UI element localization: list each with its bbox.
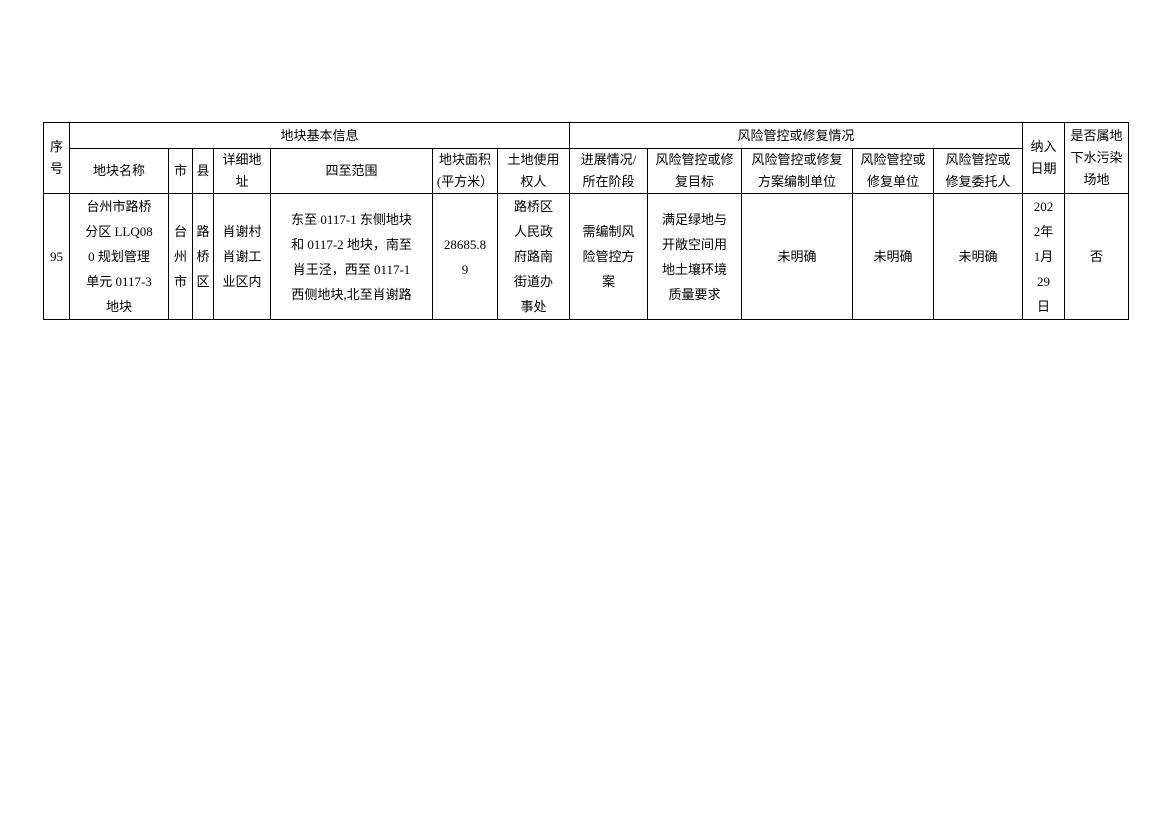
cell-parcel-name: 台州市路桥分区 LLQ080 规划管理单元 0117-3 地块 xyxy=(69,193,169,320)
header-parcel-name: 地块名称 xyxy=(69,148,169,194)
land-parcel-table: 序 号 地块基本信息 风险管控或修复情况 纳入 日期 是否属地 下水污染 场地 … xyxy=(43,122,1129,320)
header-remediation-unit: 风险管控或 修复单位 xyxy=(852,148,934,194)
cell-inclusion-date: 2022年1月29日 xyxy=(1022,193,1065,320)
header-progress-stage: 进展情况/ 所在阶段 xyxy=(569,148,648,194)
header-city: 市 xyxy=(168,148,193,194)
cell-county: 路桥区 xyxy=(192,193,214,320)
header-address: 详细地 址 xyxy=(213,148,271,194)
cell-boundaries: 东至 0117-1 东侧地块和 0117-2 地块，南至肖王泾，西至 0117-… xyxy=(270,193,433,320)
header-inclusion-date: 纳入 日期 xyxy=(1022,122,1065,194)
header-group-basic-info: 地块基本信息 xyxy=(69,122,570,149)
cell-city: 台州市 xyxy=(168,193,193,320)
header-boundaries: 四至范围 xyxy=(270,148,433,194)
cell-index: 95 xyxy=(43,193,70,320)
header-remediation-client: 风险管控或 修复委托人 xyxy=(933,148,1023,194)
cell-remediation-client: 未明确 xyxy=(933,193,1023,320)
header-remediation-target: 风险管控或修 复目标 xyxy=(647,148,742,194)
header-index: 序 号 xyxy=(43,122,70,194)
header-area: 地块面积 (平方米） xyxy=(432,148,498,194)
cell-progress-stage: 需编制风险管控方案 xyxy=(569,193,648,320)
header-plan-compiler: 风险管控或修复 方案编制单位 xyxy=(741,148,853,194)
cell-remediation-target: 满足绿地与开敞空间用地土壤环境质量要求 xyxy=(647,193,742,320)
cell-area: 28685.89 xyxy=(432,193,498,320)
cell-remediation-unit: 未明确 xyxy=(852,193,934,320)
cell-groundwater-site: 否 xyxy=(1064,193,1129,320)
column-header-row: 地块名称 市 县 详细地 址 四至范围 地块面积 (平方米） 土地使用 权人 进… xyxy=(44,148,1129,194)
group-header-row: 序 号 地块基本信息 风险管控或修复情况 纳入 日期 是否属地 下水污染 场地 xyxy=(43,122,1129,194)
table-row: 95 台州市路桥分区 LLQ080 规划管理单元 0117-3 地块 台州市 路… xyxy=(43,193,1129,320)
header-county: 县 xyxy=(192,148,214,194)
cell-land-user: 路桥区人民政府路南街道办事处 xyxy=(497,193,570,320)
header-groundwater-site: 是否属地 下水污染 场地 xyxy=(1064,122,1129,194)
cell-plan-compiler: 未明确 xyxy=(741,193,853,320)
header-group-risk-info: 风险管控或修复情况 xyxy=(569,122,1023,149)
cell-address: 肖谢村肖谢工业区内 xyxy=(213,193,271,320)
header-land-user: 土地使用 权人 xyxy=(497,148,570,194)
